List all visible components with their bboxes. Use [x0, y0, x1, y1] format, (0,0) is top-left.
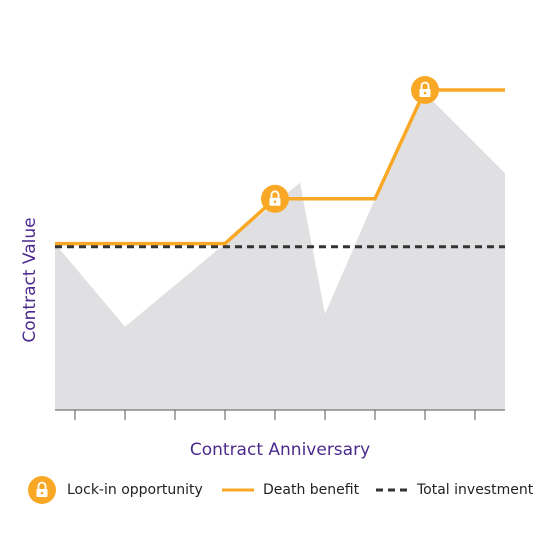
y-axis-title: Contract Value — [20, 217, 40, 342]
lock-shackle — [270, 190, 280, 198]
legend-label: Death benefit — [263, 482, 360, 498]
lock-in-marker — [261, 184, 289, 213]
x-axis-title: Contract Anniversary — [190, 440, 370, 460]
contract-value-area — [55, 93, 505, 410]
lock-shackle — [37, 481, 47, 489]
lock-in-marker — [411, 76, 439, 104]
legend-lock-icon — [28, 476, 56, 504]
legend-label: Total investment — [416, 482, 534, 498]
lock-hole — [40, 491, 44, 495]
lock-hole — [423, 91, 427, 95]
legend-label: Lock-in opportunity — [67, 482, 203, 498]
lock-hole — [273, 200, 277, 204]
lock-shackle — [420, 81, 430, 89]
